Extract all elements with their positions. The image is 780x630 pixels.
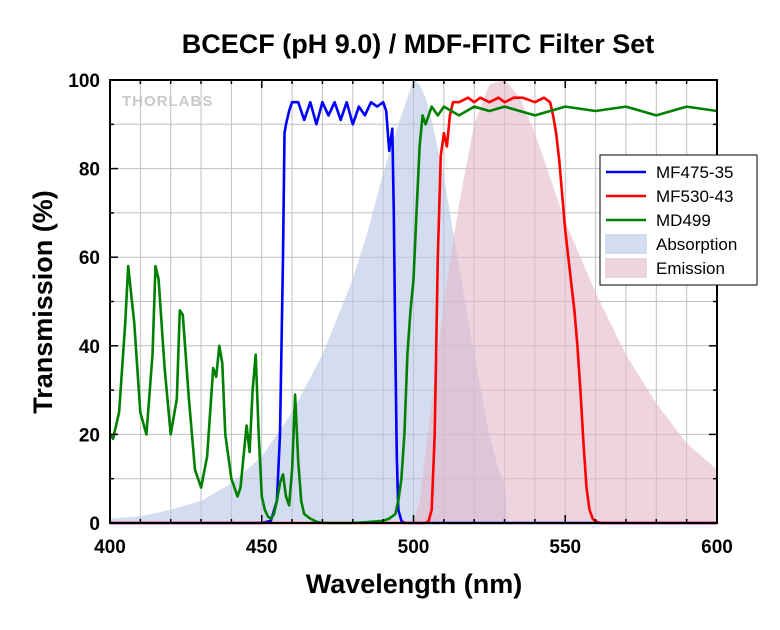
x-tick-label: 450 — [246, 537, 278, 558]
series-mf530-43-line — [110, 96, 717, 525]
line-series-group — [108, 96, 718, 525]
y-tick-label: 20 — [79, 425, 100, 446]
legend-label: Emission — [656, 259, 725, 278]
y-tick-label: 0 — [89, 514, 100, 535]
x-axis-title: Wavelength (nm) — [306, 569, 523, 599]
legend-label: Absorption — [656, 235, 737, 254]
legend-label: MD499 — [656, 211, 711, 230]
legend-label: MF475-35 — [656, 163, 733, 182]
x-tick-label: 500 — [398, 537, 430, 558]
y-axis-title: Transmission (%) — [28, 190, 58, 414]
legend-swatch — [605, 258, 647, 278]
axis-ticks: 400 450 500 550 600 0 20 40 60 80 100 — [68, 71, 733, 558]
legend-label: MF530-43 — [656, 187, 733, 206]
y-tick-label: 100 — [68, 71, 100, 92]
x-tick-label: 600 — [701, 537, 733, 558]
series-mf475-35-line — [110, 100, 717, 525]
legend-swatch — [605, 234, 647, 254]
area-series-group — [110, 80, 717, 523]
legend: MF475-35 MF530-43 MD499 Absorption Emission — [599, 154, 758, 286]
series-emission-area — [413, 80, 717, 523]
y-tick-label: 40 — [79, 337, 100, 358]
x-tick-label: 550 — [549, 537, 581, 558]
chart-title: BCECF (pH 9.0) / MDF-FITC Filter Set — [182, 29, 655, 59]
watermark: THORLABS — [122, 93, 213, 110]
y-tick-label: 60 — [79, 248, 100, 269]
x-tick-label: 400 — [94, 537, 126, 558]
y-tick-label: 80 — [79, 160, 100, 181]
series-absorption-area — [110, 80, 508, 523]
watermark-text: THORLABS — [122, 93, 213, 110]
series-md499-line — [108, 105, 718, 525]
